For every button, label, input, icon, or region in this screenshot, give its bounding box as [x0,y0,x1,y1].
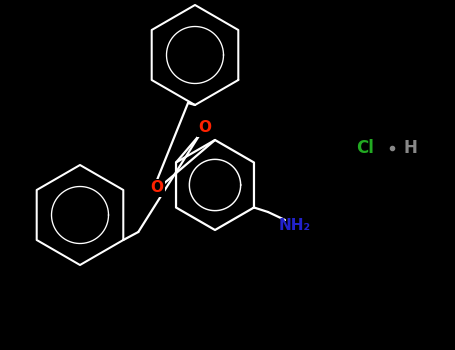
Text: NH₂: NH₂ [279,217,311,232]
Text: O: O [151,181,163,196]
Text: O: O [198,120,212,135]
Text: Cl: Cl [356,139,374,157]
Text: H: H [403,139,417,157]
